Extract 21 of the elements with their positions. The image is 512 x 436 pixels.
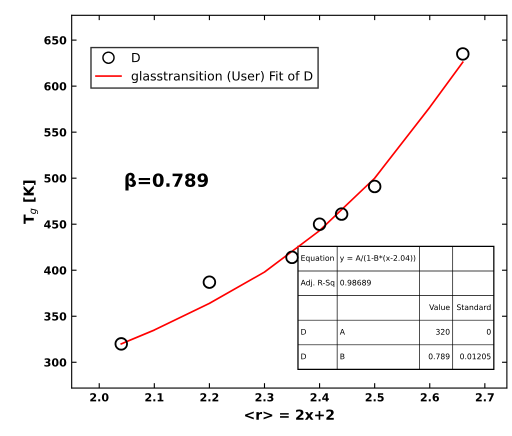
- x-tick-label: 2.6: [420, 393, 439, 402]
- x-tick-label: 2.7: [476, 393, 494, 402]
- x-tick-label: 2.1: [145, 393, 164, 402]
- y-tick-label: 600: [44, 82, 66, 91]
- y-tick-label: 450: [44, 220, 66, 229]
- annotation: β=0.789: [125, 172, 208, 190]
- y-tick-label: 350: [44, 312, 66, 321]
- x-tick-label: 2.5: [366, 393, 384, 402]
- y-tick-label: 400: [44, 266, 66, 275]
- y-tick-label: 300: [44, 358, 66, 367]
- y-tick-label: 500: [44, 174, 66, 183]
- y-tick-label: 550: [44, 128, 66, 137]
- x-axis-title: <r> = 2x+2: [245, 409, 334, 420]
- legend-label: glasstransition (User) Fit of D: [132, 70, 312, 84]
- y-axis-title: T$_{g}$ [K]: [23, 180, 38, 224]
- y-tick-label: 650: [44, 36, 66, 44]
- x-tick-label: 2.2: [200, 393, 218, 402]
- x-tick-label: 2.3: [256, 393, 274, 402]
- x-tick-label: 2.0: [90, 393, 109, 402]
- x-tick-label: 2.4: [310, 393, 329, 402]
- legend-label: D: [132, 52, 140, 62]
